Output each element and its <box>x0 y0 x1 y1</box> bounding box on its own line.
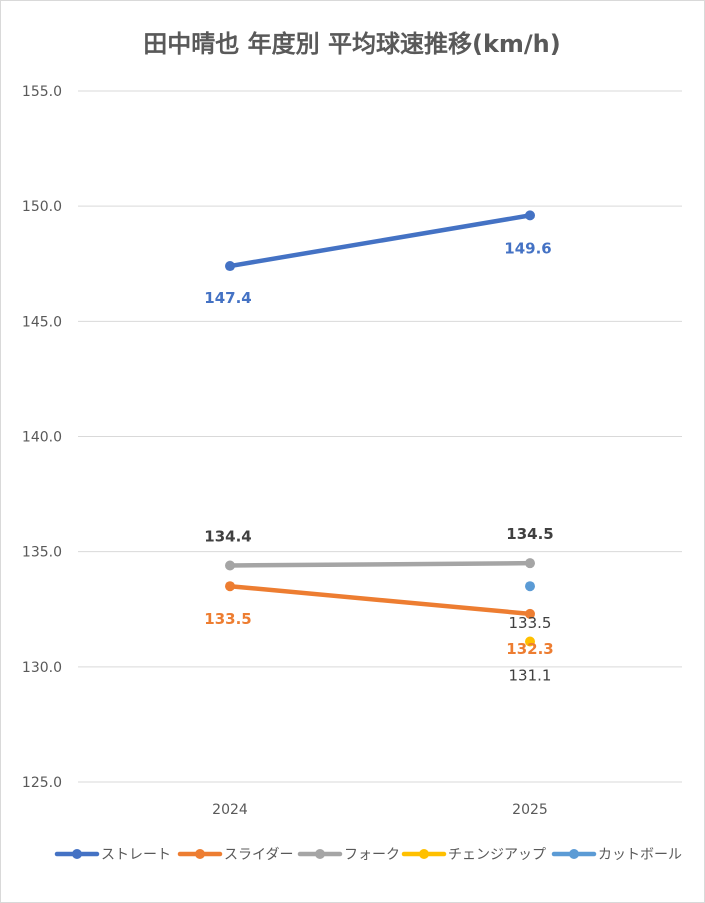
legend-marker <box>72 849 82 859</box>
y-axis-ticks: 125.0 130.0 135.0 140.0 145.0 150.0 155.0 <box>22 84 62 791</box>
data-point <box>525 636 535 647</box>
data-point <box>525 210 535 221</box>
y-tick-label: 155.0 <box>22 84 62 100</box>
series-line <box>227 213 533 269</box>
data-labels-group: 147.4 149.6 133.5 132.3 134.4 134.5 131.1 133.5 <box>204 239 553 684</box>
series-line <box>227 583 533 617</box>
legend: ストレート スライダー フォーク チェンジアップ カットボール <box>54 847 682 863</box>
data-label: 133.5 <box>204 610 251 628</box>
data-label: 134.5 <box>506 525 553 543</box>
y-tick-label: 125.0 <box>22 775 62 791</box>
gridlines <box>78 90 682 783</box>
y-tick-label: 130.0 <box>22 660 62 676</box>
data-point <box>225 581 235 592</box>
data-label: 149.6 <box>504 239 551 257</box>
y-tick-label: 135.0 <box>22 545 62 561</box>
x-axis-ticks: 2024 2025 <box>212 802 548 818</box>
data-label: 131.1 <box>509 666 552 684</box>
legend-marker <box>419 849 429 859</box>
legend-label: ストレート <box>101 847 171 863</box>
data-label: 133.5 <box>509 614 552 632</box>
data-point <box>525 581 535 592</box>
series-line <box>227 560 533 568</box>
data-label: 134.4 <box>204 527 251 545</box>
chart-title: 田中晴也 年度別 平均球速推移(km/h) <box>143 30 560 58</box>
y-tick-label: 140.0 <box>22 430 62 446</box>
legend-label: カットボール <box>598 847 682 863</box>
data-point <box>225 261 235 272</box>
x-tick-label: 2025 <box>512 802 548 818</box>
data-point <box>225 560 235 571</box>
legend-label: チェンジアップ <box>448 847 546 863</box>
legend-marker <box>195 849 205 859</box>
x-tick-label: 2024 <box>212 802 248 818</box>
legend-marker <box>315 849 325 859</box>
y-tick-label: 150.0 <box>22 199 62 215</box>
legend-label: フォーク <box>344 847 400 863</box>
series-group <box>225 210 535 647</box>
legend-label: スライダー <box>224 847 293 863</box>
data-label: 132.3 <box>506 640 553 658</box>
data-point <box>525 558 535 569</box>
y-tick-label: 145.0 <box>22 314 62 330</box>
legend-marker <box>569 849 579 859</box>
data-point <box>525 608 535 619</box>
data-label: 147.4 <box>204 289 251 307</box>
